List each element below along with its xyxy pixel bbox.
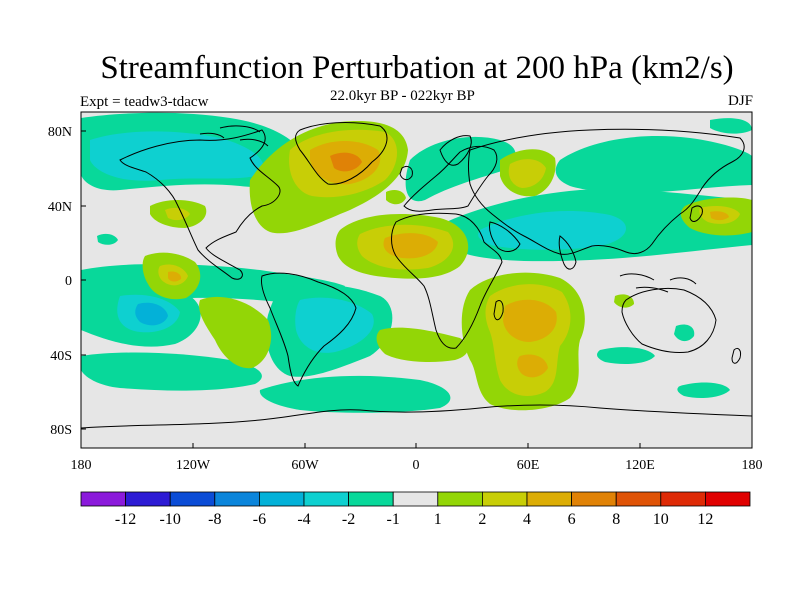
coastline-antarctica <box>81 404 752 429</box>
coastline-greenland <box>295 122 388 185</box>
plot-title: Streamfunction Perturbation at 200 hPa (… <box>100 50 734 86</box>
colorbar-label: 10 <box>653 511 669 528</box>
contour-region <box>508 159 546 188</box>
colorbar-label: -10 <box>160 511 181 528</box>
coastline-new-zealand <box>731 347 741 364</box>
contour-region <box>199 296 272 369</box>
colorbar-label: -12 <box>115 511 136 528</box>
y-tick-label: 80S <box>50 423 72 438</box>
colorbar-label: 8 <box>612 511 620 528</box>
colorbar-swatch <box>481 491 528 507</box>
coastline-north-america <box>119 129 281 280</box>
colorbar-label: 1 <box>434 511 442 528</box>
colorbar-swatch <box>705 491 751 507</box>
axis-ticks <box>80 130 753 448</box>
x-axis-labels: 180 120W 60W 0 60E 120E 180 <box>71 458 763 473</box>
colorbar-swatch <box>571 491 617 507</box>
contour-region <box>330 152 362 172</box>
contour-region <box>503 299 557 342</box>
season-label: DJF <box>727 93 753 109</box>
colorbar-swatch <box>125 491 171 507</box>
colorbar-label: 4 <box>523 511 531 528</box>
contour-region <box>81 352 262 391</box>
contour-region <box>135 302 168 326</box>
contour-region <box>386 190 406 205</box>
contour-region <box>376 327 468 362</box>
coastline-japan <box>689 205 703 222</box>
colorbar-label: -6 <box>253 511 266 528</box>
experiment-label: Expt = teadw3-tdacw <box>80 94 209 110</box>
y-tick-label: 40S <box>50 349 72 364</box>
contour-region <box>677 382 730 398</box>
coastline-asia <box>468 128 745 255</box>
colorbar-swatch <box>526 491 572 507</box>
colorbar-swatch <box>615 491 662 507</box>
contour-region <box>710 211 729 221</box>
contour-region <box>674 324 695 342</box>
coastlines <box>81 122 752 429</box>
contour-region <box>597 347 655 364</box>
colorbar-label: 2 <box>478 511 486 528</box>
colorbar-swatch <box>258 491 305 507</box>
coastline-madagascar <box>493 299 504 321</box>
coastline-africa <box>391 212 503 349</box>
x-tick-label: 180 <box>742 458 763 473</box>
coastline-australia <box>621 287 717 353</box>
colorbar-swatch <box>348 491 394 507</box>
colorbar: -12 -10 -8 -6 -4 -2 -1 1 2 4 6 8 10 12 <box>80 491 751 528</box>
x-tick-label: 180 <box>71 458 92 473</box>
coastline-south-america <box>261 272 357 387</box>
colorbar-swatch <box>80 491 126 507</box>
colorbar-swatch <box>437 491 483 507</box>
coastline-scandinavia <box>439 135 472 166</box>
coastline-arctic-islands <box>199 125 269 147</box>
x-tick-label: 60W <box>291 458 319 473</box>
period-label: 22.0kyr BP - 022kyr BP <box>330 88 475 104</box>
contour-region <box>97 233 118 245</box>
contour-region <box>295 297 374 353</box>
coastline-british-isles <box>399 165 413 181</box>
contour-region <box>259 375 451 413</box>
colorbar-swatch <box>660 491 706 507</box>
coastline-indonesia <box>619 273 697 293</box>
x-tick-label: 0 <box>413 458 420 473</box>
coastline-europe <box>403 145 498 212</box>
x-tick-label: 120E <box>625 458 655 473</box>
contour-region <box>383 233 438 259</box>
y-tick-label: 80N <box>48 125 72 140</box>
contour-region <box>478 210 627 250</box>
y-tick-label: 40N <box>48 200 72 215</box>
colorbar-swatch <box>214 491 260 507</box>
x-tick-label: 120W <box>176 458 211 473</box>
contour-region <box>168 271 182 282</box>
contour-region <box>710 118 752 134</box>
contour-region <box>405 136 516 202</box>
colorbar-label: 6 <box>568 511 576 528</box>
x-tick-label: 60E <box>517 458 540 473</box>
colorbar-swatch <box>169 491 216 507</box>
y-tick-label: 0 <box>65 274 72 289</box>
colorbar-swatch <box>392 491 439 507</box>
coastline-arabia <box>489 221 521 252</box>
coastline-india <box>558 235 577 270</box>
colorbar-label: -4 <box>297 511 310 528</box>
colorbar-label: -2 <box>342 511 355 528</box>
y-axis-labels: 80N 40N 0 40S 80S <box>48 125 72 438</box>
contour-region <box>555 136 752 193</box>
colorbar-label: 12 <box>697 511 713 528</box>
colorbar-label: -8 <box>208 511 221 528</box>
contour-region <box>517 354 548 378</box>
colorbar-swatch <box>303 491 349 507</box>
colorbar-label: -1 <box>387 511 400 528</box>
